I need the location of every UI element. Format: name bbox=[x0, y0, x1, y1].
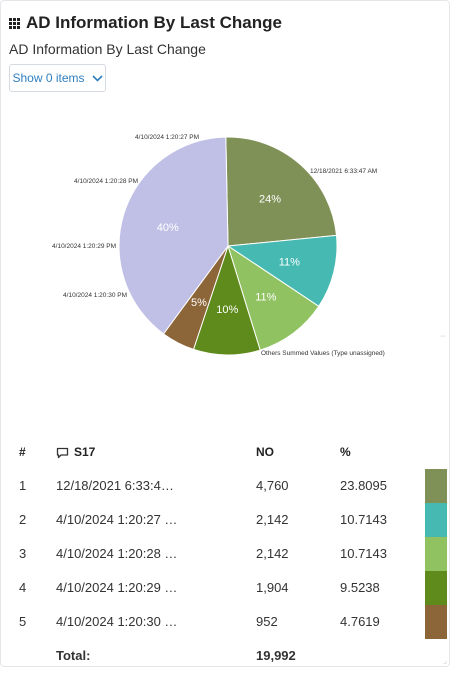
legend-swatch bbox=[425, 605, 447, 639]
row-no: 952 bbox=[256, 614, 278, 629]
widget-title: AD Information By Last Change bbox=[26, 13, 282, 32]
row-index: 4 bbox=[19, 580, 27, 595]
row-pct: 10.7143 bbox=[340, 512, 387, 527]
pie-slice[interactable] bbox=[226, 234, 338, 308]
resize-handle-icon[interactable]: ⇔ bbox=[439, 331, 447, 340]
row-name: 12/18/2021 6:33:4… bbox=[56, 478, 174, 493]
pie-percent-label: 5% bbox=[191, 297, 207, 309]
pie-category-label: 4/10/2024 1:20:27 PM bbox=[135, 134, 199, 141]
row-index: 5 bbox=[19, 614, 27, 629]
header-name-label: S17 bbox=[74, 445, 96, 459]
row-name: 4/10/2024 1:20:28 … bbox=[56, 546, 178, 561]
pie-slice[interactable] bbox=[227, 244, 320, 351]
row-no: 4,760 bbox=[256, 478, 289, 493]
table-row[interactable]: 1 12/18/2021 6:33:4… 4,760 23.8095 bbox=[1, 469, 450, 503]
widget-subtitle: AD Information By Last Change bbox=[9, 41, 206, 57]
row-no: 2,142 bbox=[256, 512, 289, 527]
row-pct: 10.7143 bbox=[340, 546, 387, 561]
pie-slice[interactable] bbox=[225, 136, 338, 247]
table-row[interactable]: 2 4/10/2024 1:20:27 … 2,142 10.7143 bbox=[1, 503, 450, 537]
table-row[interactable]: 4 4/10/2024 1:20:29 … 1,904 9.5238 bbox=[1, 571, 450, 605]
legend-swatch bbox=[425, 469, 447, 503]
comment-icon bbox=[56, 447, 69, 458]
row-name: 4/10/2024 1:20:29 … bbox=[56, 580, 178, 595]
widget-header: AD Information By Last Change bbox=[9, 13, 282, 33]
legend-swatch bbox=[425, 503, 447, 537]
pie-category-label: 4/10/2024 1:20:29 PM bbox=[52, 243, 116, 250]
table-row[interactable]: 5 4/10/2024 1:20:30 … 952 4.7619 bbox=[1, 605, 450, 639]
corner-resize-icon[interactable]: ⌟ bbox=[443, 656, 447, 665]
row-pct: 23.8095 bbox=[340, 478, 387, 493]
pie-percent-label: 11% bbox=[255, 292, 276, 304]
pie-category-label: Others Summed Values (Type unassigned) bbox=[261, 350, 385, 357]
legend-swatch bbox=[425, 537, 447, 571]
pie-slice[interactable] bbox=[118, 136, 229, 335]
pie-category-label: 4/10/2024 1:20:28 PM bbox=[74, 178, 138, 185]
pie-percent-label: 11% bbox=[279, 256, 300, 268]
row-index: 1 bbox=[19, 478, 27, 493]
pie-percent-label: 40% bbox=[157, 222, 179, 234]
chevron-down-icon bbox=[91, 74, 103, 82]
row-pct: 9.5238 bbox=[340, 580, 380, 595]
row-name: 4/10/2024 1:20:27 … bbox=[56, 512, 178, 527]
pie-percent-label: 10% bbox=[216, 304, 238, 316]
table-total-row: Total: 19,992 bbox=[1, 639, 450, 673]
pie-category-label: 12/18/2021 6:33:47 AM bbox=[310, 168, 377, 175]
row-no: 1,904 bbox=[256, 580, 289, 595]
show-items-dropdown[interactable]: Show 0 items bbox=[9, 64, 106, 92]
row-index: 3 bbox=[19, 546, 27, 561]
legend-swatch bbox=[425, 571, 447, 605]
row-index: 2 bbox=[19, 512, 27, 527]
row-name: 4/10/2024 1:20:30 … bbox=[56, 614, 178, 629]
row-no: 2,142 bbox=[256, 546, 289, 561]
header-index: # bbox=[19, 445, 26, 459]
header-pct[interactable]: % bbox=[340, 445, 351, 459]
pie-category-label: 4/10/2024 1:20:30 PM bbox=[63, 292, 127, 299]
grid-icon bbox=[9, 17, 20, 29]
show-items-label: Show 0 items bbox=[12, 71, 85, 85]
header-name[interactable]: S17 bbox=[56, 435, 95, 469]
pie-percent-label: 24% bbox=[259, 194, 281, 206]
table-row[interactable]: 3 4/10/2024 1:20:28 … 2,142 10.7143 bbox=[1, 537, 450, 571]
total-value: 19,992 bbox=[256, 648, 296, 663]
header-no[interactable]: NO bbox=[256, 445, 274, 459]
table-header-row: # S17 NO % bbox=[1, 435, 450, 469]
pie-chart: 24% 12/18/2021 6:33:47 AM 11% 4/10/2024 1:2… bbox=[52, 134, 385, 357]
total-label: Total: bbox=[56, 648, 91, 663]
row-pct: 4.7619 bbox=[340, 614, 380, 629]
